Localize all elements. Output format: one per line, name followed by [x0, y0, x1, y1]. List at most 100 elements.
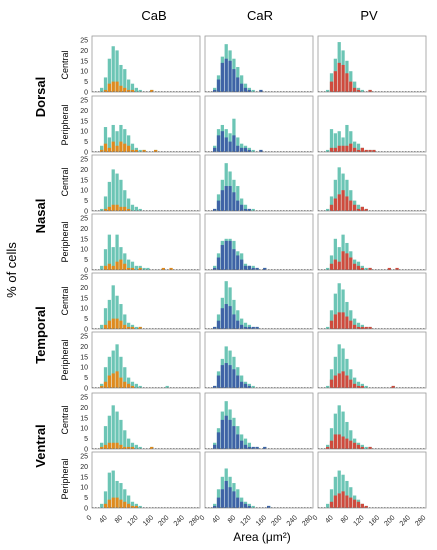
bar-total	[329, 129, 334, 152]
bar-positive-car	[213, 89, 217, 92]
panel-frame-nasal-central-cab	[91, 154, 201, 212]
bar-total	[123, 129, 127, 152]
bar-positive-car	[247, 446, 251, 449]
bar-positive-pv	[353, 87, 357, 92]
bar-total	[103, 77, 108, 92]
bar-total	[130, 261, 135, 270]
region-label-ventral: Ventral	[33, 424, 48, 467]
bar-positive-pv	[329, 440, 334, 449]
panel-frame-temporal-central-pv	[317, 272, 427, 330]
column-title-car: CaR	[247, 8, 273, 23]
bar-positive-car	[232, 369, 236, 388]
bar-positive-pv	[349, 379, 353, 388]
bar-total	[100, 383, 104, 388]
bar-positive-cab	[111, 442, 115, 449]
y-tick-label: 0	[84, 327, 88, 334]
bar-total	[329, 196, 334, 211]
y-tick-label: 20	[80, 108, 88, 115]
bar-positive-cab	[138, 326, 142, 329]
bar-positive-cab	[115, 318, 119, 329]
panel-frame-nasal-peripheral-cab	[91, 213, 201, 271]
panel-frame-nasal-peripheral-car	[204, 213, 314, 271]
bar-positive-cab	[138, 267, 142, 270]
y-tick-label: 10	[80, 129, 88, 136]
bar-total	[341, 348, 345, 388]
x-tick-label: 240	[399, 514, 412, 527]
bar-positive-car	[240, 147, 244, 152]
bar-positive-pv	[337, 194, 341, 211]
bar-total	[130, 83, 135, 92]
bar-total	[130, 442, 135, 449]
bar-positive-car	[216, 432, 221, 449]
y-tick-label: 15	[80, 415, 88, 422]
bar-positive-pv	[333, 71, 337, 92]
bar-positive-car	[216, 79, 221, 92]
bar-positive-car	[213, 147, 217, 152]
bar-positive-pv	[337, 145, 341, 152]
y-tick-label: 20	[80, 344, 88, 351]
bar-total	[119, 356, 123, 388]
bar-positive-cab	[111, 204, 115, 211]
panel-frame-nasal-central-car	[204, 154, 314, 212]
bar-total	[333, 356, 337, 388]
x-tick-label: 40	[98, 514, 109, 525]
bar-positive-pv	[353, 499, 357, 508]
bar-positive-cab	[103, 265, 108, 270]
bar-positive-cab	[103, 444, 108, 449]
bar-positive-pv	[345, 145, 349, 152]
bar-positive-pv	[364, 149, 368, 152]
bar-positive-car	[236, 320, 240, 329]
bar-total	[127, 259, 131, 270]
bar-total	[353, 141, 357, 152]
bar-positive-pv	[349, 81, 353, 92]
x-tick-label: 80	[340, 514, 351, 525]
bar-positive-car	[267, 505, 271, 508]
bar-total	[251, 505, 255, 508]
subregion-label-dorsal-central: Central	[60, 50, 70, 79]
bar-total	[127, 135, 131, 152]
bar-total	[337, 283, 341, 329]
bar-total	[100, 442, 104, 449]
bar-positive-cab	[150, 89, 154, 92]
y-tick-label: 5	[84, 79, 88, 86]
bar-total	[123, 314, 127, 329]
bar-total	[349, 430, 353, 449]
bar-total	[134, 87, 138, 92]
bar-total	[326, 89, 330, 92]
bar-positive-pv	[333, 434, 337, 449]
y-tick-label: 5	[84, 375, 88, 382]
bar-total	[345, 358, 349, 388]
bar-total	[115, 295, 119, 329]
bar-positive-car	[224, 363, 228, 388]
bar-positive-car	[240, 501, 244, 508]
bar-total	[349, 369, 353, 388]
bar-positive-car	[259, 89, 263, 92]
bar-positive-cab	[119, 141, 123, 152]
y-tick-label: 0	[84, 268, 88, 275]
bar-positive-car	[213, 385, 217, 388]
bar-total	[100, 324, 104, 329]
x-tick-label: 120	[352, 514, 365, 527]
y-tick-label: 10	[80, 485, 88, 492]
bar-positive-pv	[326, 446, 330, 449]
bar-total	[345, 301, 349, 329]
bar-total	[146, 267, 150, 270]
bar-total	[127, 322, 131, 329]
bar-positive-cab	[111, 265, 115, 270]
bar-total	[127, 438, 131, 449]
y-tick-label: 15	[80, 58, 88, 65]
bar-positive-pv	[368, 446, 372, 449]
bar-positive-car	[243, 147, 248, 152]
bar-total	[356, 143, 361, 152]
bar-positive-pv	[353, 263, 357, 270]
y-tick-label: 10	[80, 188, 88, 195]
bar-total	[111, 350, 115, 388]
bar-positive-car	[216, 135, 221, 152]
bar-positive-pv	[360, 446, 364, 449]
x-tick-label: 200	[383, 514, 396, 527]
bar-positive-cab	[127, 326, 131, 329]
bar-positive-pv	[345, 253, 349, 270]
bar-total	[247, 383, 251, 388]
bar-total	[326, 208, 330, 211]
